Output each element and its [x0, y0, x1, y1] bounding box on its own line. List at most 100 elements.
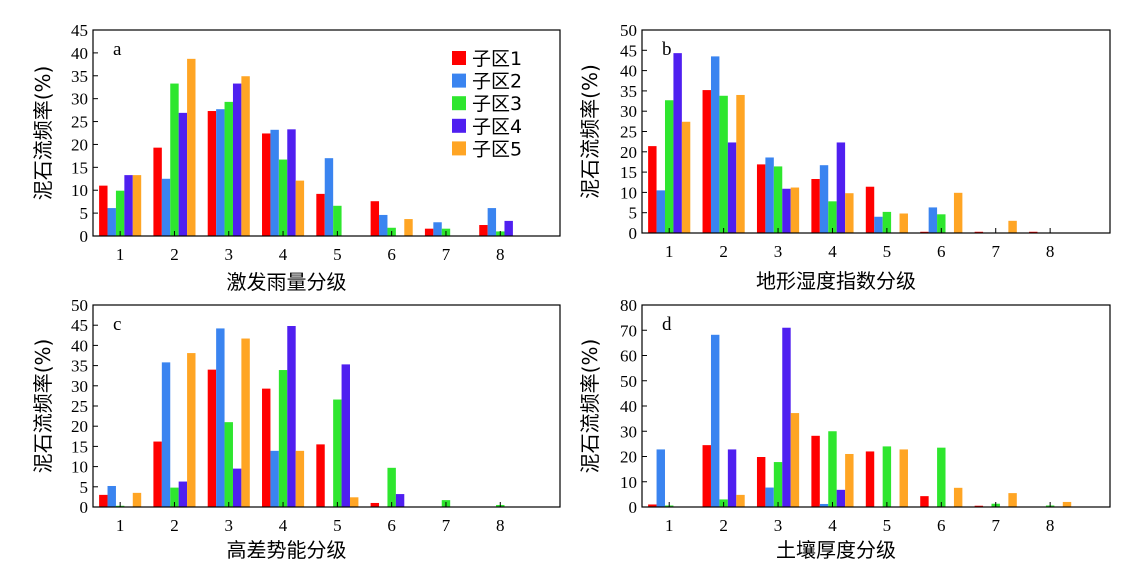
panel-letter: a — [113, 39, 122, 60]
bar-panel-c-series-4-cat-4 — [287, 326, 296, 507]
bar-panel-a-series-5-cat-3 — [241, 76, 250, 237]
x-axis-label: 地形湿度指数分级 — [756, 269, 916, 293]
bar-panel-a-series-4-cat-1 — [124, 175, 133, 236]
y-tick-label: 5 — [80, 478, 89, 497]
y-tick-label: 25 — [71, 113, 88, 132]
bar-panel-c-series-5-cat-3 — [241, 338, 250, 507]
x-tick-label: 4 — [279, 516, 288, 535]
x-tick-label: 6 — [937, 242, 946, 261]
bar-panel-a-series-1-cat-4 — [262, 133, 271, 236]
y-tick-label: 40 — [620, 62, 637, 81]
bar-panel-c-series-3-cat-5 — [333, 399, 342, 507]
x-tick-label: 7 — [442, 245, 451, 264]
y-tick-label: 20 — [620, 143, 637, 162]
x-tick-label: 7 — [991, 516, 1000, 535]
bar-panel-c-series-5-cat-5 — [349, 497, 359, 507]
bar-panel-c-series-1-cat-5 — [316, 444, 325, 507]
x-tick-label: 6 — [387, 245, 396, 264]
bar-panel-a-series-1-cat-7 — [424, 228, 434, 236]
bar-panel-d-series-5-cat-7 — [1008, 493, 1017, 507]
x-tick-label: 4 — [828, 516, 837, 535]
bar-panel-b-series-5-cat-2 — [736, 94, 745, 234]
bar-panel-c-series-1-cat-3 — [207, 369, 217, 507]
bar-panel-a-series-1-cat-6 — [370, 201, 380, 236]
bar-panel-b-series-3-cat-2 — [719, 95, 728, 234]
bar-panel-a-series-3-cat-5 — [333, 205, 342, 236]
bar-panel-c-series-3-cat-4 — [278, 370, 288, 507]
y-tick-label: 45 — [71, 316, 88, 335]
y-tick-label: 40 — [71, 336, 88, 355]
x-tick-label: 8 — [1046, 242, 1055, 261]
legend-label: 子区3 — [472, 93, 522, 115]
x-tick-label: 2 — [170, 516, 179, 535]
y-tick-label: 10 — [71, 458, 88, 477]
legend-label: 子区5 — [472, 138, 522, 160]
x-tick-label: 3 — [774, 242, 783, 261]
legend-label: 子区1 — [472, 48, 522, 70]
y-axis-label: 泥石流频率(%) — [31, 339, 55, 474]
x-tick-label: 8 — [1046, 516, 1055, 535]
x-tick-label: 4 — [279, 245, 288, 264]
bar-panel-b-series-2-cat-2 — [710, 56, 720, 233]
y-tick-label: 35 — [620, 82, 637, 101]
bar-panel-d-series-4-cat-3 — [782, 327, 791, 507]
bar-panel-a-series-3-cat-4 — [278, 159, 288, 236]
y-tick-label: 30 — [620, 422, 637, 441]
x-tick-label: 7 — [442, 516, 451, 535]
y-tick-label: 35 — [71, 357, 88, 376]
legend-swatch — [452, 73, 466, 88]
bar-panel-b-series-2-cat-4 — [819, 165, 829, 233]
bar-panel-d-series-1-cat-3 — [756, 457, 766, 507]
x-axis-label: 高差势能分级 — [227, 538, 347, 562]
x-axis-label: 激发雨量分级 — [227, 270, 347, 294]
bar-panel-a-series-2-cat-5 — [324, 158, 334, 236]
y-tick-label: 15 — [71, 158, 88, 177]
bar-panel-a-series-1-cat-3 — [207, 111, 217, 236]
bar-panel-c-series-3-cat-3 — [224, 422, 233, 507]
bar-panel-d-series-3-cat-3 — [773, 462, 783, 507]
bar-panel-b-series-3-cat-4 — [828, 201, 837, 233]
bar-panel-b-series-1-cat-4 — [811, 179, 820, 233]
y-tick-label: 40 — [620, 397, 637, 416]
y-tick-label: 50 — [620, 372, 637, 391]
y-tick-label: 20 — [71, 135, 88, 154]
x-tick-label: 7 — [991, 242, 1000, 261]
bar-panel-a-series-2-cat-8 — [487, 208, 497, 236]
bar-panel-b-series-5-cat-3 — [790, 187, 800, 233]
bar-panel-d-series-5-cat-5 — [899, 449, 908, 507]
bar-panel-c-series-2-cat-2 — [161, 362, 171, 507]
x-tick-label: 8 — [496, 516, 505, 535]
x-tick-label: 4 — [828, 242, 837, 261]
bar-panel-d-series-5-cat-3 — [790, 413, 800, 507]
y-tick-label: 0 — [629, 498, 638, 517]
legend-swatch — [452, 141, 466, 156]
bar-panel-a-series-2-cat-3 — [216, 109, 225, 236]
bar-panel-d-series-3-cat-6 — [937, 447, 946, 507]
panel-d: 0 10 20 30 40 50 60 70 80 1 2 3 4 5 6 7 8 土壤厚度分级 泥石流频率(%) d — [578, 296, 1111, 562]
bar-panel-d-series-5-cat-2 — [736, 494, 745, 507]
bar-panel-b-series-5-cat-1 — [681, 121, 691, 233]
bar-panel-b-series-2-cat-1 — [656, 190, 665, 233]
bar-panel-d-series-1-cat-6 — [920, 496, 929, 507]
y-tick-label: 20 — [620, 448, 637, 467]
bar-panel-b-series-4-cat-4 — [836, 142, 846, 233]
y-tick-label: 70 — [620, 321, 637, 340]
bar-panel-d-series-2-cat-1 — [656, 449, 665, 507]
bar-panel-c-series-1-cat-2 — [153, 441, 162, 507]
bar-panel-d-series-5-cat-8 — [1062, 501, 1072, 507]
y-tick-label: 45 — [71, 21, 88, 40]
bar-panel-b-series-4-cat-3 — [782, 188, 791, 233]
bar-panel-a-series-5-cat-6 — [404, 219, 413, 236]
y-tick-label: 0 — [629, 224, 638, 243]
bar-panel-a-series-1-cat-1 — [99, 185, 108, 236]
y-tick-label: 45 — [620, 41, 637, 60]
bar-panel-c-series-4-cat-6 — [395, 494, 405, 507]
panel-letter: d — [662, 314, 672, 335]
y-tick-label: 50 — [620, 21, 637, 40]
bar-panel-c-series-2-cat-3 — [216, 328, 225, 507]
bar-panel-b-series-5-cat-5 — [899, 213, 908, 233]
